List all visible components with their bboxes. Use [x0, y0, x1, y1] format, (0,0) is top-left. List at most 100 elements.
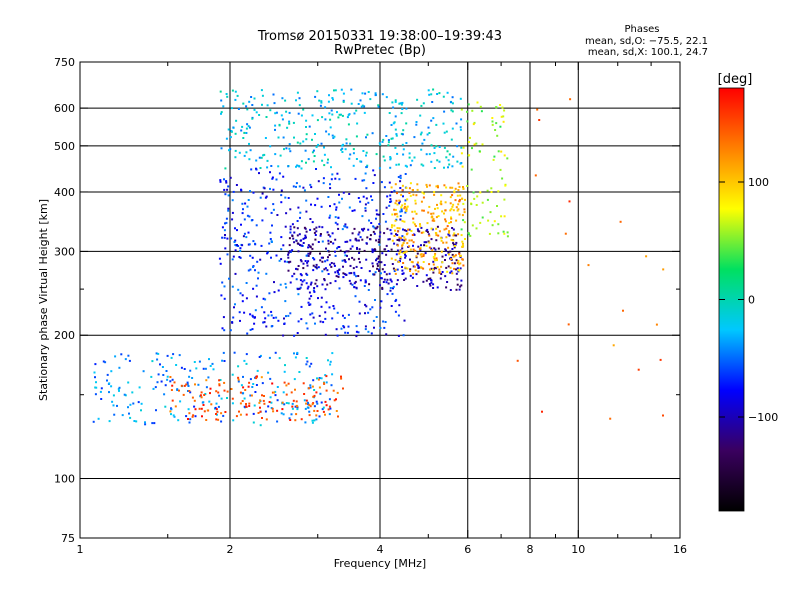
data-point — [425, 279, 428, 282]
data-point — [221, 226, 224, 229]
data-point — [285, 110, 288, 113]
data-point — [372, 169, 375, 172]
data-point — [144, 423, 147, 426]
data-point — [426, 185, 428, 188]
data-point — [274, 390, 277, 393]
data-point — [288, 417, 291, 420]
data-point — [245, 297, 248, 300]
data-point — [342, 272, 345, 275]
data-point — [224, 247, 227, 250]
data-point — [241, 300, 244, 303]
data-point — [432, 212, 435, 215]
data-point — [305, 272, 308, 275]
data-point — [391, 101, 394, 104]
data-point — [322, 177, 325, 180]
data-point — [534, 174, 537, 177]
data-point — [305, 119, 308, 122]
data-point — [179, 400, 182, 403]
data-point — [349, 264, 352, 267]
data-point — [326, 259, 329, 262]
data-point — [392, 287, 394, 290]
data-point — [291, 407, 294, 410]
data-point — [358, 231, 361, 234]
data-point — [408, 239, 411, 242]
data-point — [290, 413, 293, 416]
data-point — [294, 388, 296, 391]
data-point — [376, 267, 379, 270]
data-point — [496, 205, 498, 207]
data-point — [429, 279, 432, 281]
data-point — [93, 371, 96, 374]
data-point — [355, 109, 358, 112]
data-point — [261, 417, 263, 419]
data-point — [413, 210, 416, 213]
data-point — [354, 280, 357, 283]
data-point — [311, 385, 314, 388]
data-point — [327, 250, 330, 253]
data-point — [352, 152, 355, 155]
data-point — [313, 389, 316, 391]
data-point — [379, 231, 382, 234]
data-point — [300, 167, 303, 170]
data-point — [300, 114, 303, 117]
data-point — [377, 241, 380, 244]
data-point — [321, 408, 324, 411]
data-point — [501, 106, 504, 109]
data-point — [245, 127, 248, 130]
data-point — [410, 230, 413, 232]
data-point — [186, 383, 189, 386]
data-point — [383, 270, 386, 273]
data-point — [428, 283, 431, 285]
data-point — [276, 399, 279, 402]
data-point — [270, 314, 273, 317]
data-point — [291, 275, 294, 278]
data-point — [425, 241, 428, 244]
data-point — [371, 262, 374, 265]
data-point — [257, 277, 259, 280]
data-point — [497, 190, 500, 193]
data-point — [460, 279, 463, 282]
data-point — [443, 212, 445, 215]
data-point — [166, 378, 169, 381]
data-point — [409, 182, 412, 185]
data-point — [423, 138, 426, 141]
data-point — [124, 394, 127, 397]
data-point — [226, 188, 229, 191]
data-point — [324, 106, 327, 109]
data-point — [342, 314, 344, 317]
data-point — [409, 274, 412, 277]
data-point — [478, 150, 481, 153]
data-point — [456, 267, 459, 270]
data-point — [391, 263, 394, 265]
data-point — [420, 231, 423, 234]
data-point — [373, 273, 376, 276]
data-point — [280, 248, 283, 251]
data-point — [334, 177, 337, 180]
data-point — [185, 415, 188, 418]
data-point — [342, 325, 345, 327]
data-point — [416, 98, 419, 101]
data-point — [370, 195, 372, 198]
data-point — [427, 233, 430, 236]
data-point — [387, 144, 390, 147]
data-point — [456, 278, 459, 281]
data-point — [276, 386, 279, 388]
data-point — [255, 159, 258, 162]
data-point — [378, 269, 380, 272]
data-point — [428, 241, 431, 244]
data-point — [283, 260, 286, 263]
data-point — [386, 278, 389, 281]
data-point — [399, 218, 402, 221]
data-point — [392, 285, 395, 288]
data-point — [396, 215, 399, 218]
data-point — [451, 248, 454, 250]
data-point — [169, 380, 172, 383]
data-point — [263, 321, 266, 324]
data-point — [194, 383, 196, 386]
data-point — [104, 361, 107, 364]
data-point — [405, 209, 408, 212]
data-point — [230, 107, 233, 110]
colorbar-tick-label: 0 — [748, 294, 755, 307]
data-point — [444, 201, 447, 204]
data-point — [445, 186, 448, 189]
